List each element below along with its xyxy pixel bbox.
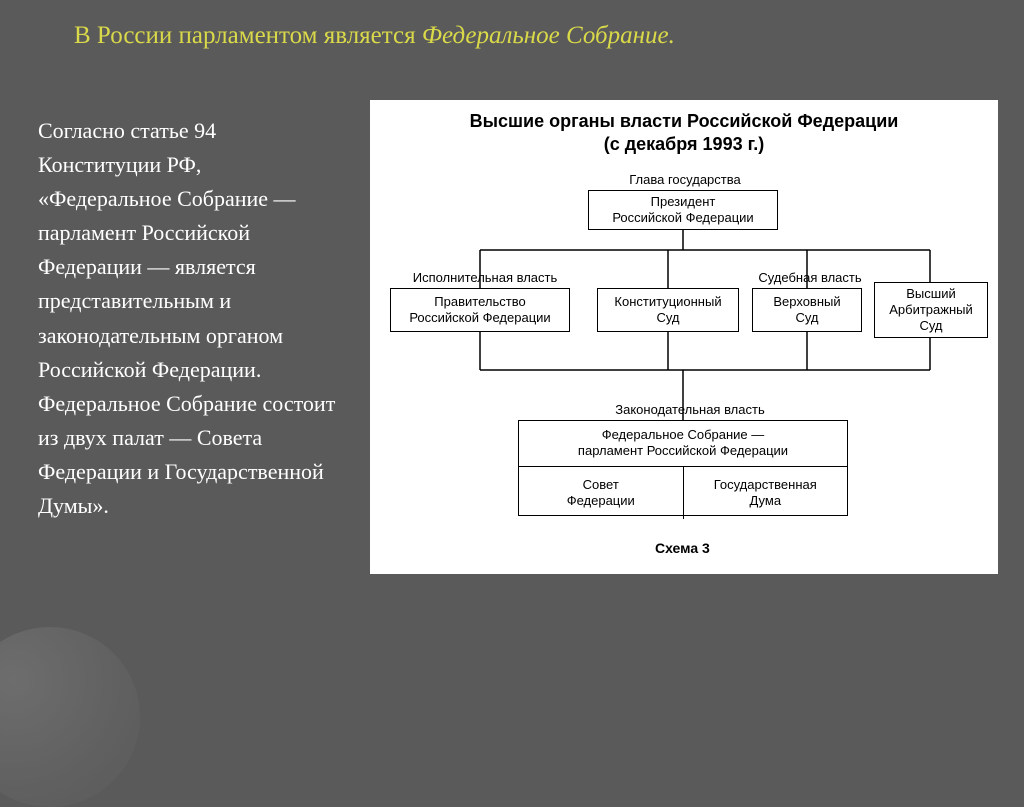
label-legislative: Законодательная власть [610, 402, 770, 417]
node-const-court: Конституционный Суд [597, 288, 739, 332]
decorative-corner [0, 627, 140, 807]
body-paragraph: Согласно статье 94 Конституции РФ, «Феде… [38, 114, 338, 523]
federal-assembly-label: Федеральное Собрание — парламент Российс… [519, 421, 847, 467]
diagram-panel: Высшие органы власти Российской Федераци… [370, 100, 998, 574]
federation-council-label: Совет Федерации [519, 467, 684, 520]
node-president: Президент Российской Федерации [588, 190, 778, 230]
node-supreme-court: Верховный Суд [752, 288, 862, 332]
node-federal-assembly: Федеральное Собрание — парламент Российс… [518, 420, 848, 516]
diagram-title: Высшие органы власти Российской Федераци… [370, 100, 998, 157]
title-plain: В России парламентом является [74, 22, 422, 49]
diagram-caption: Схема 3 [655, 540, 710, 556]
label-judicial: Судебная власть [750, 270, 870, 285]
node-arbitration-court: Высший Арбитражный Суд [874, 282, 988, 338]
page-title: В России парламентом является Федерально… [74, 22, 994, 50]
title-italic: Федеральное Собрание. [422, 22, 675, 49]
label-executive: Исполнительная власть [410, 270, 560, 285]
node-government: Правительство Российской Федерации [390, 288, 570, 332]
state-duma-label: Государственная Дума [684, 467, 848, 520]
label-head-of-state: Глава государства [620, 172, 750, 187]
